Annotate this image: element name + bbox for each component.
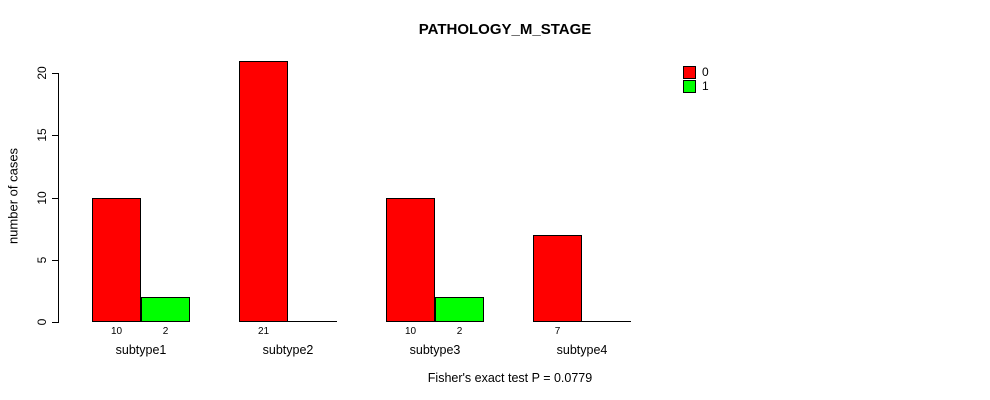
legend-label: 0 (702, 65, 709, 79)
bar-value-label: 21 (257, 326, 270, 337)
bar-value-label: 2 (162, 326, 169, 337)
y-axis-tick-label: 15 (35, 128, 49, 142)
y-axis-tick (52, 197, 58, 199)
y-axis-tick (52, 259, 58, 261)
chart-title: PATHOLOGY_M_STAGE (418, 21, 592, 38)
legend-row-0: 0 (683, 65, 709, 79)
category-label-subtype1: subtype1 (115, 343, 167, 357)
y-axis-tick (52, 135, 58, 137)
bar-value-label: 7 (554, 326, 561, 337)
legend-label: 1 (702, 79, 709, 93)
category-label-subtype3: subtype3 (409, 343, 461, 357)
legend-swatch-1 (683, 79, 696, 93)
bar-subtype1-series1 (141, 297, 190, 322)
y-axis-tick-label: 10 (35, 190, 49, 205)
legend-swatch-0 (683, 65, 696, 79)
group-baseline (239, 321, 337, 322)
y-axis-line (58, 73, 59, 323)
legend-row-1: 1 (683, 79, 709, 93)
y-axis-tick-label: 20 (35, 66, 49, 80)
bar-value-label: 10 (404, 326, 417, 337)
bar-subtype3-series1 (435, 297, 484, 322)
bar-subtype4-series0 (533, 234, 582, 322)
y-axis-label: number of cases (5, 147, 21, 245)
y-axis-tick (52, 73, 58, 74)
bar-value-label: 2 (456, 326, 463, 337)
bar-value-label: 10 (110, 326, 123, 337)
bar-subtype2-series0 (239, 60, 288, 322)
category-label-subtype2: subtype2 (262, 343, 314, 357)
y-axis-tick (52, 322, 58, 323)
y-axis-tick-label: 0 (35, 318, 49, 326)
y-axis-tick-label: 5 (35, 256, 49, 264)
bar-subtype3-series0 (386, 197, 435, 322)
category-label-subtype4: subtype4 (556, 343, 608, 357)
group-baseline (533, 321, 631, 322)
annotation-fisher-test: Fisher's exact test P = 0.0779 (427, 371, 593, 385)
bar-subtype1-series0 (92, 197, 141, 322)
